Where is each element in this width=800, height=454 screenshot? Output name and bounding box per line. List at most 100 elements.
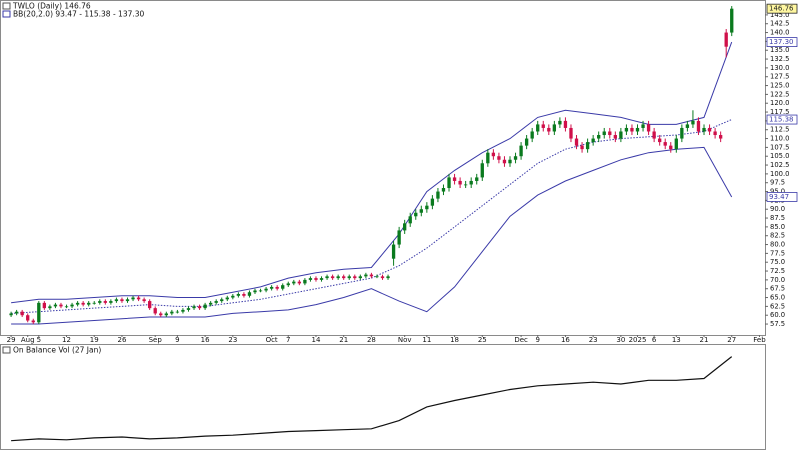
candle-body xyxy=(59,304,63,307)
candle-body xyxy=(125,299,130,302)
candle-body xyxy=(308,278,313,280)
x-tick-label: 6 xyxy=(652,336,657,344)
candle-body xyxy=(502,159,507,164)
candle-body xyxy=(87,302,91,305)
candle-body xyxy=(497,156,501,160)
candle-body xyxy=(103,301,107,303)
y-tick-label: 97.5 xyxy=(770,179,785,187)
candle-body xyxy=(669,145,673,150)
y-tick-label: 77.5 xyxy=(770,249,785,257)
candle-body xyxy=(380,276,385,279)
candle-body xyxy=(197,306,202,309)
candle-body xyxy=(613,135,617,139)
candle-body xyxy=(353,276,357,279)
x-tick-label: Aug xyxy=(21,336,35,344)
candle-body xyxy=(513,156,518,160)
candle-body xyxy=(342,276,346,279)
x-tick-label: 12 xyxy=(62,336,71,344)
price-label: 93.47 xyxy=(769,193,789,201)
candle-body xyxy=(75,302,80,305)
candle-body xyxy=(347,276,351,279)
candle-body xyxy=(630,127,634,132)
x-tick-label: 19 xyxy=(90,336,99,344)
obv-panel xyxy=(0,344,766,450)
candle-body xyxy=(214,301,218,303)
x-tick-label: 29 xyxy=(7,336,16,344)
x-tick-label: 9 xyxy=(535,336,539,344)
candle-body xyxy=(253,290,257,293)
x-tick-label: Feb xyxy=(753,336,766,344)
y-tick-label: 85.0 xyxy=(770,223,785,231)
candle-body xyxy=(136,297,141,300)
candle-body xyxy=(319,278,324,280)
candle-body xyxy=(707,127,712,132)
candle-body xyxy=(713,131,717,136)
candle-body xyxy=(547,127,551,132)
y-tick-label: 140.0 xyxy=(770,29,789,37)
candle-body xyxy=(458,180,462,185)
y-tick-label: 100.0 xyxy=(770,170,789,178)
candle-body xyxy=(364,274,368,277)
candle-body xyxy=(208,302,213,305)
candle-body xyxy=(685,124,690,128)
candle-body xyxy=(325,276,329,279)
candle-body xyxy=(430,198,435,206)
candle-body xyxy=(286,283,290,286)
x-tick-label: Nov xyxy=(398,336,412,344)
candle-body xyxy=(236,294,241,296)
x-tick-label: 16 xyxy=(561,336,570,344)
candle-body xyxy=(386,276,390,279)
price-label-box xyxy=(766,3,798,14)
y-tick-label: 135.0 xyxy=(770,46,789,54)
candle-body xyxy=(486,152,490,164)
y-tick-label: 107.5 xyxy=(770,143,789,151)
candle-body xyxy=(491,152,496,157)
candle-body xyxy=(358,276,362,279)
price-panel xyxy=(0,0,766,336)
candle-body xyxy=(718,135,723,139)
y-tick-label: 67.5 xyxy=(770,285,785,293)
candle-body xyxy=(81,302,85,305)
y-tick-label: 62.5 xyxy=(770,302,785,310)
y-tick-label: 145.0 xyxy=(770,11,789,19)
candle-body xyxy=(314,278,318,280)
bands-legend: BB(20,2.0) 93.47 - 115.38 - 137.30 xyxy=(13,10,145,19)
candle-body xyxy=(242,294,246,296)
candle-body xyxy=(303,279,307,284)
y-tick-label: 132.5 xyxy=(770,55,789,63)
candle-body xyxy=(658,138,662,143)
candle-body xyxy=(536,124,540,132)
candle-body xyxy=(231,295,235,298)
candle-body xyxy=(436,191,440,199)
y-tick-label: 120.0 xyxy=(770,99,789,107)
candle-body xyxy=(192,306,196,309)
candle-body xyxy=(98,301,102,303)
candle-body xyxy=(391,244,396,259)
candle-body xyxy=(186,308,191,310)
candle-body xyxy=(330,276,335,279)
candle-body xyxy=(619,131,623,139)
x-tick-label: 11 xyxy=(422,336,431,344)
candle-body xyxy=(702,127,706,132)
x-tick-label: 7 xyxy=(286,336,290,344)
x-tick-label: 14 xyxy=(312,336,321,344)
price-label: 115.38 xyxy=(769,116,794,124)
candle-body xyxy=(602,131,606,136)
candle-body xyxy=(447,177,451,189)
y-tick-label: 80.0 xyxy=(770,241,785,249)
candle-body xyxy=(48,306,52,309)
x-tick-label: 9 xyxy=(175,336,179,344)
band-line xyxy=(11,146,733,325)
candle-body xyxy=(20,311,24,316)
price-label-box xyxy=(766,37,798,47)
candle-body xyxy=(569,127,573,139)
candle-body xyxy=(220,299,224,302)
candle-body xyxy=(131,297,135,300)
candle-body xyxy=(419,209,423,213)
price-label: 146.76 xyxy=(769,5,794,13)
candle-body xyxy=(369,274,374,277)
y-tick-label: 72.5 xyxy=(770,267,785,275)
x-tick-label: Dec xyxy=(514,336,528,344)
candle-body xyxy=(408,216,412,224)
